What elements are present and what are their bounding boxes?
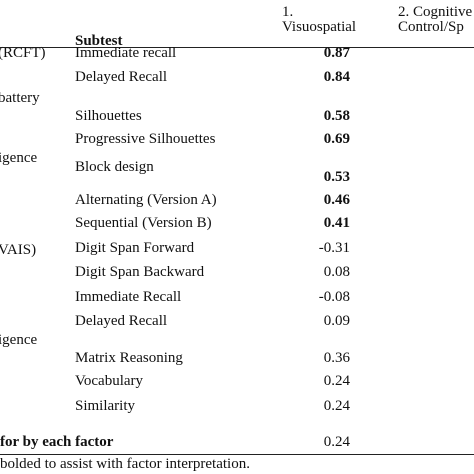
header-factor2: 2. Cognitive: [398, 4, 473, 20]
header-rule: [0, 47, 474, 48]
subtest: Immediate Recall: [75, 289, 182, 305]
subtest: Alternating (Version A): [75, 192, 217, 208]
loading: 0.24: [323, 373, 350, 389]
loading: 0.87: [323, 45, 350, 61]
subtest: Similarity: [75, 398, 135, 414]
loading: 0.69: [323, 131, 350, 147]
subtest: Delayed Recall: [75, 69, 168, 85]
subtest: Sequential (Version B): [75, 215, 212, 231]
subtest: Vocabulary: [75, 373, 144, 389]
subtest: Immediate recall: [75, 45, 177, 61]
group-label: (RCFT): [0, 45, 46, 61]
group-label: battery: [0, 90, 40, 106]
footnote: bolded to assist with factor interpretat…: [0, 456, 250, 472]
variance-value: 0.24: [323, 434, 350, 450]
bottom-rule: [0, 454, 474, 455]
subtest: Matrix Reasoning: [75, 350, 183, 366]
loading: 0.58: [323, 108, 350, 124]
subtest: Progressive Silhouettes: [75, 131, 216, 147]
subtest: Silhouettes: [75, 108, 142, 124]
header-subtest: Subtest: [75, 33, 123, 49]
subtest: Block design: [75, 159, 154, 175]
subtest: Digit Span Forward: [75, 240, 195, 256]
loading: -0.08: [318, 289, 350, 305]
loading: -0.31: [318, 240, 350, 256]
loading: 0.09: [323, 313, 350, 329]
loading: 0.84: [323, 69, 350, 85]
header-factor1: Visuospatial: [282, 19, 357, 35]
loading: 0.24: [323, 398, 350, 414]
subtest: Digit Span Backward: [75, 264, 205, 280]
loading: 0.08: [323, 264, 350, 280]
header-factor2: Control/Sp: [398, 19, 464, 35]
loading: 0.41: [323, 215, 350, 231]
group-label: igence: [0, 332, 38, 348]
loading: 0.46: [323, 192, 350, 208]
subtest: Delayed Recall: [75, 313, 168, 329]
loading: 0.53: [323, 169, 350, 185]
variance-label: for by each factor: [0, 434, 114, 450]
group-label: igence: [0, 150, 38, 166]
loading: 0.36: [323, 350, 350, 366]
header-factor1: 1.: [282, 4, 294, 20]
group-label: VAIS): [0, 242, 37, 258]
